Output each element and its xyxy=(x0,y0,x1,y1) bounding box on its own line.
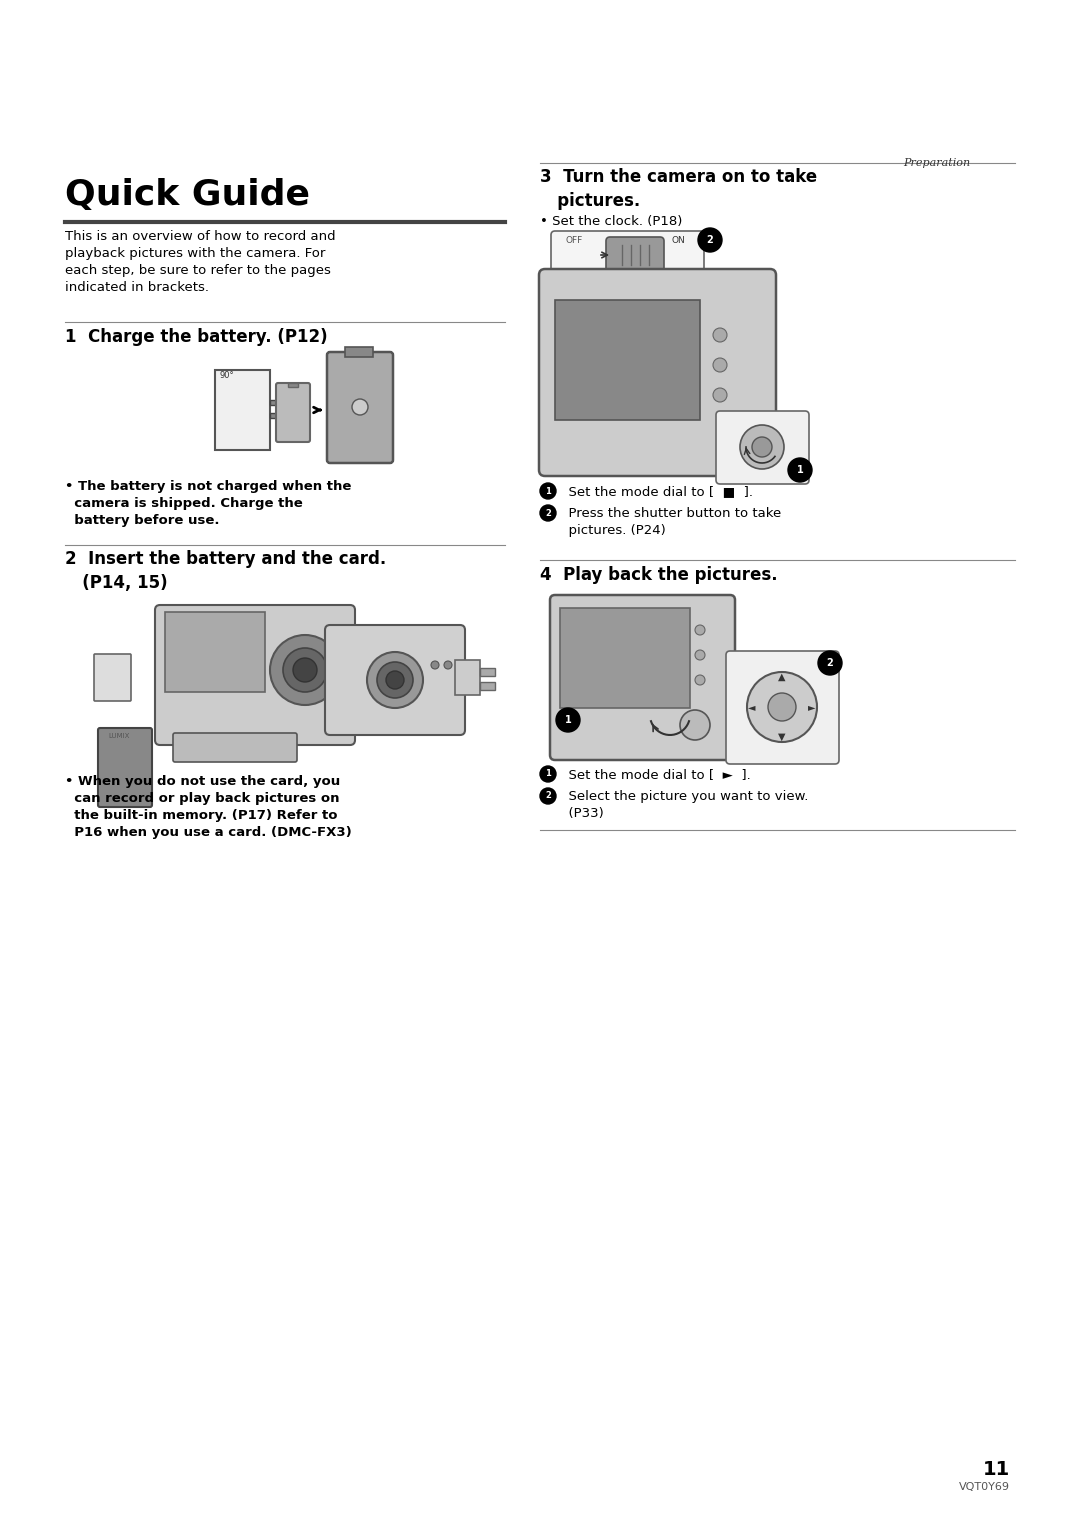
Text: 2: 2 xyxy=(706,235,714,246)
Circle shape xyxy=(283,649,327,691)
Text: 1: 1 xyxy=(545,769,551,778)
Circle shape xyxy=(431,661,438,668)
Text: 1  Charge the battery. (P12): 1 Charge the battery. (P12) xyxy=(65,328,327,346)
Bar xyxy=(215,369,270,450)
Circle shape xyxy=(696,626,705,635)
Text: 90°: 90° xyxy=(220,371,234,380)
Circle shape xyxy=(386,671,404,690)
Circle shape xyxy=(270,635,340,705)
Circle shape xyxy=(713,359,727,372)
Text: ◄: ◄ xyxy=(748,702,756,713)
Bar xyxy=(455,661,480,694)
Circle shape xyxy=(747,671,816,742)
Text: • When you do not use the card, you
  can record or play back pictures on
  the : • When you do not use the card, you can … xyxy=(65,775,352,839)
Circle shape xyxy=(293,658,318,682)
Text: Select the picture you want to view.
  (P33): Select the picture you want to view. (P3… xyxy=(561,790,808,819)
Circle shape xyxy=(444,661,453,668)
Circle shape xyxy=(540,787,556,804)
FancyBboxPatch shape xyxy=(156,604,355,745)
Text: • Set the clock. (P18): • Set the clock. (P18) xyxy=(540,215,683,227)
Bar xyxy=(561,607,690,708)
Bar xyxy=(270,400,278,404)
Circle shape xyxy=(713,388,727,401)
Circle shape xyxy=(367,652,423,708)
Bar xyxy=(555,301,700,420)
Text: Preparation: Preparation xyxy=(903,159,970,168)
Text: Quick Guide: Quick Guide xyxy=(65,179,310,212)
Circle shape xyxy=(752,436,772,456)
Bar xyxy=(480,668,495,676)
FancyBboxPatch shape xyxy=(726,652,839,765)
Circle shape xyxy=(768,693,796,720)
Text: 11: 11 xyxy=(983,1460,1010,1479)
Text: This is an overview of how to record and
playback pictures with the camera. For
: This is an overview of how to record and… xyxy=(65,230,336,295)
Bar xyxy=(345,346,373,357)
Text: LUMIX: LUMIX xyxy=(108,732,130,739)
Text: 2: 2 xyxy=(545,508,551,517)
Text: • The battery is not charged when the
  camera is shipped. Charge the
  battery : • The battery is not charged when the ca… xyxy=(65,481,351,526)
Circle shape xyxy=(352,398,368,415)
Circle shape xyxy=(540,766,556,781)
Text: ON: ON xyxy=(672,237,685,246)
Circle shape xyxy=(713,328,727,342)
Text: ▲: ▲ xyxy=(779,671,786,682)
Text: Set the mode dial to [  ■  ].: Set the mode dial to [ ■ ]. xyxy=(561,485,753,497)
Text: 2: 2 xyxy=(826,658,834,668)
Text: 2: 2 xyxy=(545,792,551,801)
FancyBboxPatch shape xyxy=(551,230,704,284)
Bar xyxy=(270,414,278,418)
Text: Press the shutter button to take
  pictures. (P24): Press the shutter button to take picture… xyxy=(561,507,781,537)
FancyBboxPatch shape xyxy=(539,269,777,476)
FancyBboxPatch shape xyxy=(327,353,393,462)
Bar xyxy=(480,682,495,690)
FancyBboxPatch shape xyxy=(173,732,297,761)
FancyBboxPatch shape xyxy=(94,655,131,700)
Text: 2  Insert the battery and the card.
   (P14, 15): 2 Insert the battery and the card. (P14,… xyxy=(65,549,387,592)
Text: 3  Turn the camera on to take
   pictures.: 3 Turn the camera on to take pictures. xyxy=(540,168,818,209)
Circle shape xyxy=(788,458,812,482)
Circle shape xyxy=(377,662,413,697)
FancyBboxPatch shape xyxy=(98,728,152,807)
Text: 4  Play back the pictures.: 4 Play back the pictures. xyxy=(540,566,778,584)
FancyBboxPatch shape xyxy=(550,595,735,760)
Circle shape xyxy=(680,710,710,740)
FancyBboxPatch shape xyxy=(325,626,465,736)
FancyBboxPatch shape xyxy=(716,410,809,484)
Text: 1: 1 xyxy=(565,716,571,725)
Text: ▼: ▼ xyxy=(779,732,786,742)
Circle shape xyxy=(696,674,705,685)
Bar xyxy=(165,612,265,691)
Bar xyxy=(288,383,298,388)
Text: ►: ► xyxy=(808,702,815,713)
FancyBboxPatch shape xyxy=(276,383,310,443)
Text: Set the mode dial to [  ►  ].: Set the mode dial to [ ► ]. xyxy=(561,768,751,781)
Circle shape xyxy=(727,423,762,458)
Circle shape xyxy=(556,708,580,732)
Circle shape xyxy=(698,227,723,252)
FancyBboxPatch shape xyxy=(606,237,664,273)
Text: VQT0Y69: VQT0Y69 xyxy=(959,1482,1010,1492)
Text: 1: 1 xyxy=(545,487,551,496)
Circle shape xyxy=(540,505,556,520)
Circle shape xyxy=(818,652,842,674)
Text: OFF: OFF xyxy=(565,237,582,246)
Circle shape xyxy=(740,426,784,468)
Circle shape xyxy=(696,650,705,661)
Text: 1: 1 xyxy=(797,465,804,475)
Circle shape xyxy=(540,484,556,499)
